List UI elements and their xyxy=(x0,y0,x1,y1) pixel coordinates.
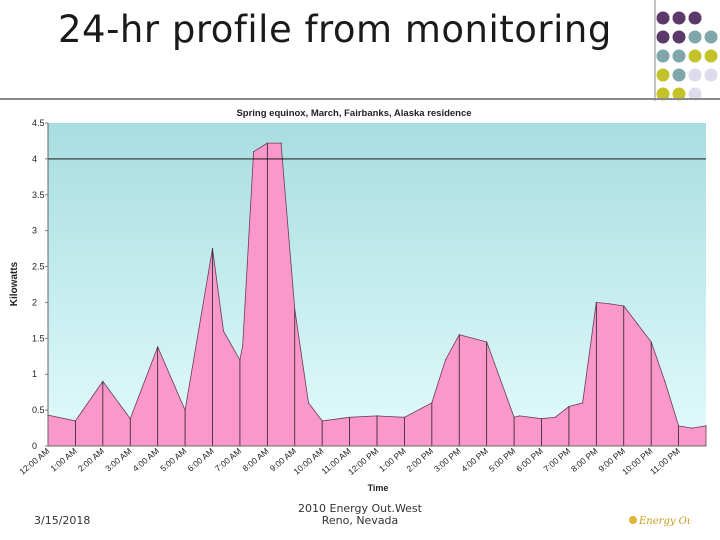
data-point xyxy=(184,409,186,411)
y-tick-label: 4.5 xyxy=(32,118,45,128)
decorative-dot xyxy=(704,30,718,44)
data-point xyxy=(554,416,556,418)
y-tick-label: 0 xyxy=(32,441,37,451)
decorative-dot xyxy=(656,49,670,63)
title-divider xyxy=(0,98,720,100)
data-point xyxy=(518,415,521,417)
data-point xyxy=(307,402,310,404)
data-point xyxy=(321,420,323,422)
data-point xyxy=(294,309,296,311)
y-tick-label: 2 xyxy=(32,297,37,307)
data-point xyxy=(129,418,131,420)
footer-event: 2010 Energy Out.West Reno, Nevada xyxy=(280,503,440,527)
decorative-dot xyxy=(656,68,670,82)
data-point xyxy=(458,334,460,336)
decorative-dot xyxy=(672,30,686,44)
data-point xyxy=(222,330,225,332)
data-point xyxy=(623,305,625,307)
data-point xyxy=(242,344,244,347)
data-point xyxy=(157,346,159,348)
data-point xyxy=(540,418,543,420)
data-point xyxy=(280,142,282,144)
footer-event-line2: Reno, Nevada xyxy=(321,514,399,527)
y-tick-label: 0.5 xyxy=(32,405,45,415)
chart-title: Spring equinox, March, Fairbanks, Alaska… xyxy=(236,108,471,119)
y-tick-label: 1.5 xyxy=(32,333,45,343)
decorative-dot xyxy=(688,30,702,44)
decorative-dot xyxy=(656,11,670,25)
data-point xyxy=(636,323,639,325)
slide-title: 24-hr profile from monitoring xyxy=(58,8,612,51)
footer-event-line1: 2010 Energy Out.West xyxy=(298,502,422,515)
data-point xyxy=(444,359,447,361)
data-point xyxy=(677,425,680,427)
data-point xyxy=(568,405,570,408)
data-point xyxy=(239,359,241,361)
y-tick-label: 1 xyxy=(32,369,37,379)
data-point xyxy=(348,416,351,418)
x-axis-label: Time xyxy=(368,483,389,493)
decorative-dot xyxy=(704,49,718,63)
logo-sun-icon xyxy=(629,516,637,524)
data-point xyxy=(691,427,693,429)
energy-outwest-logo: Energy OutWest xyxy=(629,516,690,527)
data-point xyxy=(102,380,104,382)
data-point xyxy=(609,303,611,305)
y-tick-label: 2.5 xyxy=(32,262,45,272)
decorative-dot xyxy=(672,68,686,82)
decorative-dot xyxy=(672,11,686,25)
data-point xyxy=(211,248,214,250)
chart: Spring equinox, March, Fairbanks, Alaska… xyxy=(0,101,720,496)
y-tick-label: 3 xyxy=(32,226,37,236)
y-tick-label: 4 xyxy=(32,154,37,164)
data-point xyxy=(403,416,406,418)
decorative-dot xyxy=(688,49,702,63)
decorative-dot xyxy=(688,11,702,25)
data-point xyxy=(513,416,515,418)
data-point xyxy=(486,341,488,343)
footer-date: 3/15/2018 xyxy=(34,514,91,527)
y-tick-label: 3.5 xyxy=(32,190,45,200)
data-point xyxy=(595,301,597,304)
data-point xyxy=(664,380,666,382)
data-point xyxy=(431,402,433,404)
y-axis-label: Kilowatts xyxy=(9,261,20,306)
decorative-dot xyxy=(704,68,718,82)
data-point xyxy=(266,142,268,144)
data-point xyxy=(650,341,652,343)
decorative-dot xyxy=(656,30,670,44)
decorative-dot xyxy=(672,49,686,63)
data-point xyxy=(74,420,77,422)
data-point xyxy=(705,425,707,427)
data-point xyxy=(376,415,378,417)
data-point xyxy=(582,402,584,404)
logo-text: Energy OutWest xyxy=(638,516,690,527)
decorative-dot xyxy=(688,68,702,82)
data-point xyxy=(253,151,255,153)
